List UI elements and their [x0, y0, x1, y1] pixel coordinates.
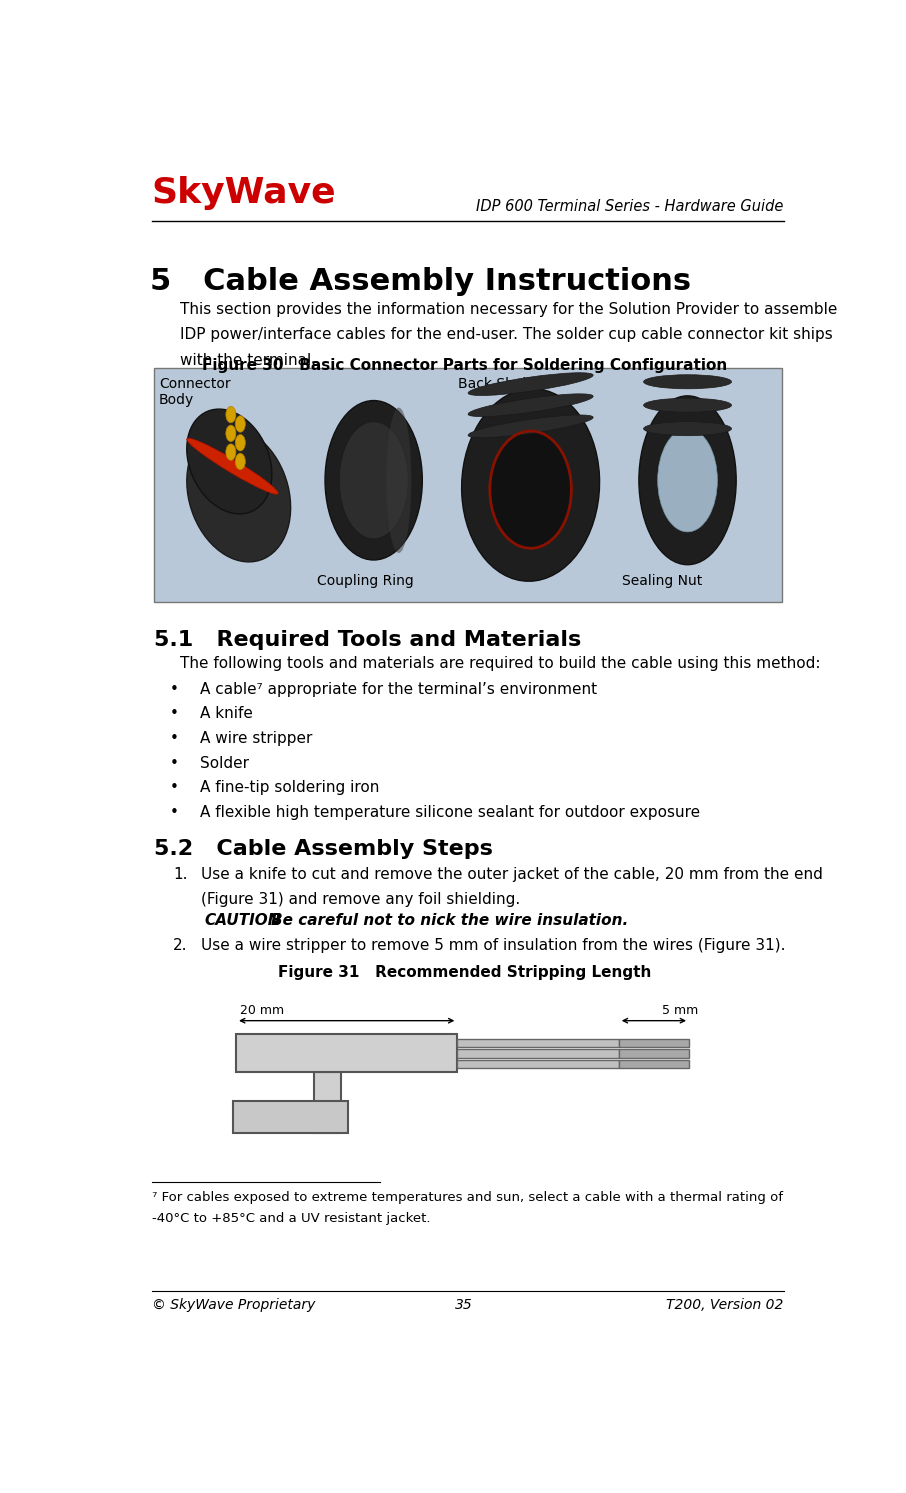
Bar	[458, 1039, 619, 1047]
Ellipse shape	[187, 437, 278, 494]
Text: •: •	[169, 706, 178, 721]
Ellipse shape	[325, 400, 422, 560]
Bar	[233, 1100, 349, 1133]
Text: Coupling Ring: Coupling Ring	[317, 575, 414, 588]
Circle shape	[226, 426, 236, 442]
Ellipse shape	[639, 396, 737, 564]
Circle shape	[236, 434, 246, 451]
Bar	[313, 1072, 342, 1133]
Bar	[458, 1050, 619, 1057]
Text: •: •	[169, 781, 178, 796]
Text: 1.: 1.	[173, 866, 188, 882]
Text: •: •	[169, 805, 178, 820]
Ellipse shape	[643, 399, 731, 412]
Bar	[458, 1060, 619, 1067]
Text: •: •	[169, 755, 178, 770]
Text: This section provides the information necessary for the Solution Provider to ass: This section provides the information ne…	[180, 302, 837, 317]
Ellipse shape	[468, 415, 593, 437]
Ellipse shape	[490, 431, 572, 548]
Ellipse shape	[468, 394, 593, 417]
Text: Back Shell: Back Shell	[458, 378, 531, 391]
Ellipse shape	[187, 427, 291, 561]
Text: 5.1   Required Tools and Materials: 5.1 Required Tools and Materials	[154, 630, 582, 649]
Circle shape	[226, 406, 236, 423]
Bar	[154, 367, 782, 602]
Text: A wire stripper: A wire stripper	[199, 732, 312, 746]
Text: Use a knife to cut and remove the outer jacket of the cable, 20 mm from the end: Use a knife to cut and remove the outer …	[201, 866, 823, 882]
Text: Connector
Body: Connector Body	[159, 378, 231, 408]
Text: A fine-tip soldering iron: A fine-tip soldering iron	[199, 781, 379, 796]
Text: (Figure 31) and remove any foil shielding.: (Figure 31) and remove any foil shieldin…	[201, 891, 520, 906]
Text: ⁷ For cables exposed to extreme temperatures and sun, select a cable with a ther: ⁷ For cables exposed to extreme temperat…	[152, 1191, 783, 1203]
Text: Sealing Nut: Sealing Nut	[622, 575, 702, 588]
Ellipse shape	[386, 408, 411, 552]
Text: A cable⁷ appropriate for the terminal’s environment: A cable⁷ appropriate for the terminal’s …	[199, 681, 597, 697]
Bar	[619, 1060, 689, 1067]
Text: -40°C to +85°C and a UV resistant jacket.: -40°C to +85°C and a UV resistant jacket…	[152, 1211, 430, 1224]
Text: 20 mm: 20 mm	[239, 1005, 284, 1017]
Text: T200, Version 02: T200, Version 02	[667, 1297, 784, 1312]
Text: •: •	[169, 732, 178, 746]
Bar	[619, 1039, 689, 1047]
Text: Figure 31   Recommended Stripping Length: Figure 31 Recommended Stripping Length	[277, 966, 651, 981]
Ellipse shape	[643, 375, 731, 388]
Text: Use a wire stripper to remove 5 mm of insulation from the wires (Figure 31).: Use a wire stripper to remove 5 mm of in…	[201, 938, 786, 953]
Text: A knife: A knife	[199, 706, 253, 721]
Text: 35: 35	[456, 1297, 473, 1312]
Text: with the terminal.: with the terminal.	[180, 352, 316, 367]
Text: Solder: Solder	[199, 755, 248, 770]
Text: Figure 30   Basic Connector Parts for Soldering Configuration: Figure 30 Basic Connector Parts for Sold…	[202, 358, 727, 373]
Text: A flexible high temperature silicone sealant for outdoor exposure: A flexible high temperature silicone sea…	[199, 805, 699, 820]
Ellipse shape	[187, 409, 272, 514]
Circle shape	[226, 443, 236, 460]
Ellipse shape	[462, 388, 600, 581]
Text: •: •	[169, 681, 178, 697]
Text: 2.: 2.	[173, 938, 188, 953]
Ellipse shape	[658, 428, 718, 532]
Ellipse shape	[468, 373, 593, 396]
Circle shape	[236, 415, 246, 431]
Text: IDP power/interface cables for the end-user. The solder cup cable connector kit : IDP power/interface cables for the end-u…	[180, 327, 833, 342]
Bar	[619, 1050, 689, 1057]
Text: Be careful not to nick the wire insulation.: Be careful not to nick the wire insulati…	[271, 912, 629, 927]
Text: CAUTION: CAUTION	[205, 912, 281, 927]
Text: IDP 600 Terminal Series - Hardware Guide: IDP 600 Terminal Series - Hardware Guide	[477, 199, 784, 213]
Bar	[236, 1035, 458, 1072]
Text: © SkyWave Proprietary: © SkyWave Proprietary	[152, 1297, 315, 1312]
Text: The following tools and materials are required to build the cable using this met: The following tools and materials are re…	[180, 657, 821, 672]
Circle shape	[236, 454, 246, 470]
Text: 5.2   Cable Assembly Steps: 5.2 Cable Assembly Steps	[154, 839, 493, 858]
Text: 5   Cable Assembly Instructions: 5 Cable Assembly Instructions	[150, 267, 691, 296]
Ellipse shape	[339, 421, 409, 539]
Text: SkyWave: SkyWave	[152, 176, 336, 209]
Ellipse shape	[643, 421, 731, 436]
Text: 5 mm: 5 mm	[662, 1005, 699, 1017]
